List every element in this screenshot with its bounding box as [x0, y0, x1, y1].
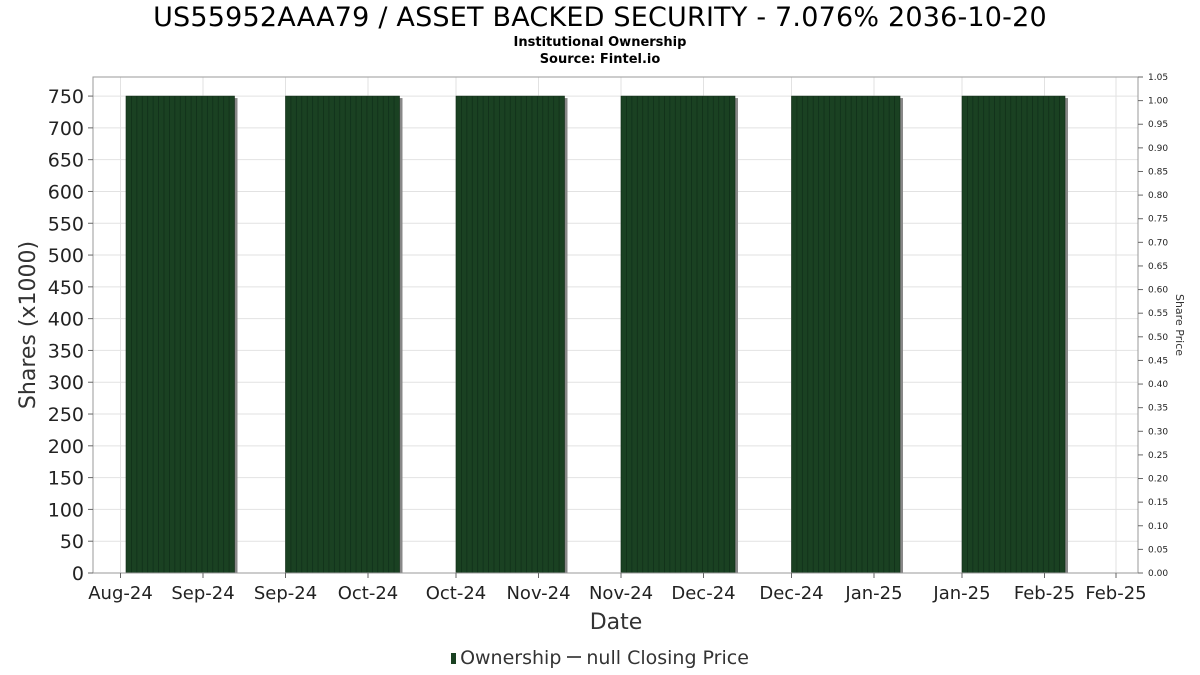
right-axis-ticks: 0.00 0.05 0.10 0.15 0.20 0.25 0.30 0.35 0.40 0.45…: [1138, 73, 1168, 579]
x-tick-label: Oct-24: [338, 583, 399, 604]
legend: Ownership null Closing Price: [0, 647, 1200, 669]
bar-ownership-6: [961, 95, 1066, 574]
x-axis-ticks: Aug-24 Sep-24 Sep-24 Oct-24 Oct-24 Nov-24 Nov-…: [88, 573, 1147, 604]
y2-axis-title: Share Price: [1173, 294, 1186, 356]
y2-tick-label: 0.40: [1148, 380, 1168, 390]
y2-tick-label: 0.70: [1148, 238, 1168, 248]
y2-tick-label: 0.15: [1148, 498, 1168, 508]
x-tick-label: Jan-25: [844, 583, 902, 604]
bar-ownership-2: [285, 95, 400, 574]
y2-tick-label: 0.90: [1148, 144, 1168, 154]
x-tick-label: Nov-24: [589, 583, 653, 604]
x-tick-label: Sep-24: [254, 583, 317, 604]
y-tick-label: 50: [60, 531, 84, 553]
plot-frame: [92, 76, 1139, 574]
y2-tick-label: 0.80: [1148, 191, 1168, 201]
y-tick-label: 200: [48, 436, 84, 458]
y-tick-label: 550: [48, 213, 84, 235]
y2-tick-label: 0.75: [1148, 215, 1168, 225]
chart-source: Source: Fintel.io: [539, 52, 661, 67]
chart-subtitle: Institutional Ownership: [513, 35, 687, 50]
y2-tick-label: 0.05: [1148, 545, 1168, 555]
chart-title: US55952AAA79 / ASSET BACKED SECURITY - 7…: [153, 2, 1047, 33]
left-axis-ticks: 0 50 100 150 200 250 300 350 400 450 500 550 600 650 7…: [48, 86, 93, 585]
y-tick-label: 400: [48, 309, 84, 331]
x-tick-label: Sep-24: [171, 583, 234, 604]
y-tick-label: 300: [48, 372, 84, 394]
y2-tick-label: 0.25: [1148, 451, 1168, 461]
bar-ownership-4: [620, 95, 736, 574]
y2-tick-label: 1.05: [1148, 73, 1168, 83]
x-tick-label: Nov-24: [506, 583, 570, 604]
y2-tick-label: 0.10: [1148, 522, 1168, 532]
legend-price-swatch: [567, 656, 582, 658]
y-tick-label: 500: [48, 245, 84, 267]
y-tick-label: 0: [72, 563, 84, 585]
x-tick-label: Jan-25: [932, 583, 990, 604]
y-tick-label: 150: [48, 468, 84, 490]
y2-tick-label: 0.20: [1148, 475, 1168, 485]
x-tick-label: Dec-24: [759, 583, 823, 604]
x-tick-label: Oct-24: [426, 583, 487, 604]
y2-tick-label: 0.55: [1148, 309, 1168, 319]
y2-tick-label: 1.00: [1148, 97, 1168, 107]
y2-tick-label: 0.30: [1148, 427, 1168, 437]
ownership-chart: 0 50 100 150 200 250 300 350 400 450 500 550 600 650 7…: [16, 73, 1186, 635]
bar-series-ownership: [125, 95, 1068, 574]
x-tick-label: Feb-25: [1014, 583, 1075, 604]
y-tick-label: 650: [48, 150, 84, 172]
legend-ownership-label: Ownership: [460, 647, 562, 669]
x-tick-label: Aug-24: [88, 583, 153, 604]
x-tick-label: Feb-25: [1085, 583, 1146, 604]
y-tick-label: 700: [48, 118, 84, 140]
x-tick-label: Dec-24: [671, 583, 735, 604]
y-axis-title: Shares (x1000): [16, 241, 41, 409]
y-tick-label: 350: [48, 340, 84, 362]
y2-tick-label: 0.35: [1148, 404, 1168, 414]
y2-tick-label: 0.95: [1148, 120, 1168, 130]
y2-tick-label: 0.85: [1148, 167, 1168, 177]
legend-price-label: null Closing Price: [586, 647, 749, 669]
y2-tick-label: 0.45: [1148, 356, 1168, 366]
y-tick-label: 450: [48, 277, 84, 299]
x-axis-title: Date: [590, 610, 643, 635]
y2-tick-label: 0.65: [1148, 262, 1168, 272]
y-tick-label: 600: [48, 181, 84, 203]
y2-tick-label: 0.60: [1148, 286, 1168, 296]
y-tick-label: 750: [48, 86, 84, 108]
y-tick-label: 100: [48, 499, 84, 521]
y2-tick-label: 0.50: [1148, 333, 1168, 343]
y2-tick-label: 0.00: [1148, 569, 1168, 579]
legend-ownership-swatch: [451, 653, 457, 664]
y-tick-label: 250: [48, 404, 84, 426]
